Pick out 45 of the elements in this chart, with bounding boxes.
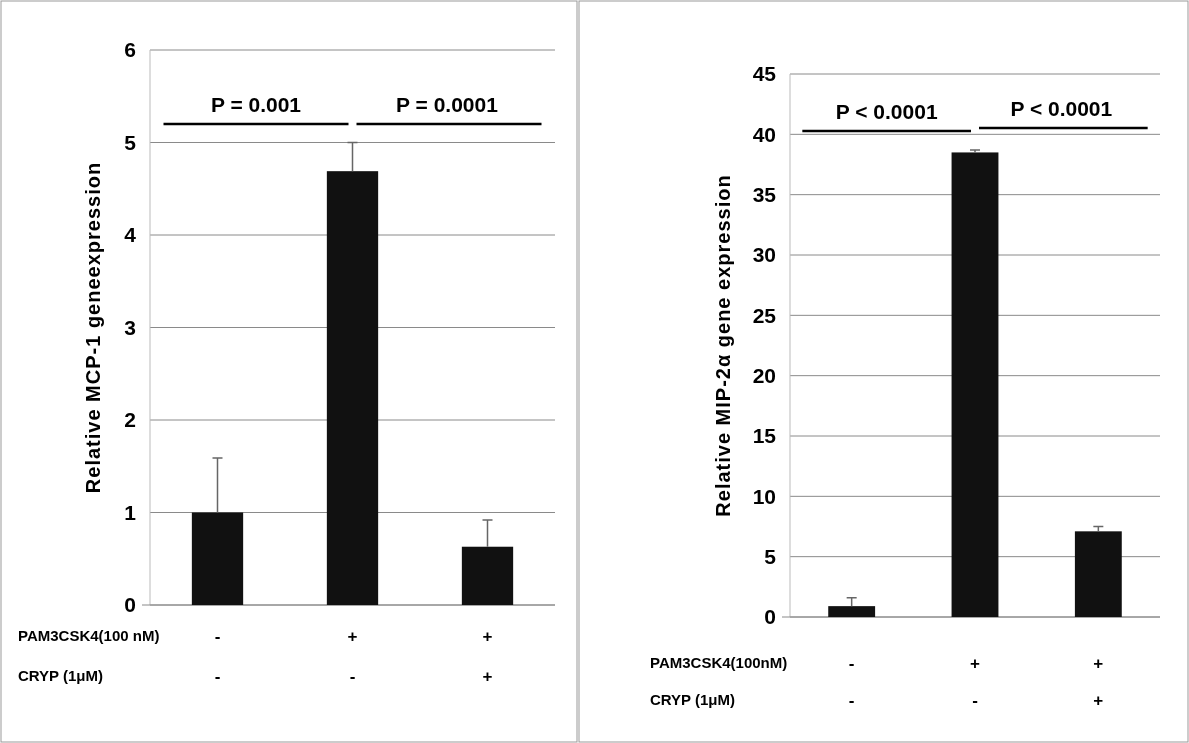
y-tick-label: 2 (124, 408, 136, 432)
y-tick-label: 5 (764, 545, 777, 569)
y-axis-title: Relative MIP-2α gene expression (712, 174, 734, 517)
text: + (1093, 690, 1104, 710)
bar (951, 152, 999, 617)
bar (461, 546, 514, 605)
x-tick-label: + (347, 626, 358, 646)
y-axis-title: Relative MCP-1 geneexpression (82, 161, 104, 494)
text: - (349, 666, 356, 686)
text: - (848, 690, 855, 710)
annotation: P = 0.0001 (396, 93, 499, 116)
y-tick-label: 3 (124, 315, 136, 339)
bar (191, 512, 244, 605)
text: PAM3CSK4(100nM) (650, 654, 788, 672)
y-tick-label: 35 (752, 183, 777, 207)
text: + (482, 666, 493, 686)
bar (828, 606, 876, 617)
y-tick-label: 15 (752, 424, 777, 448)
y-tick-label: 40 (752, 122, 776, 146)
text: CRYP (1μM) (650, 691, 736, 709)
y-tick-label: 10 (752, 484, 776, 508)
x-tick-label: + (970, 653, 981, 673)
y-tick-label: 4 (124, 223, 137, 247)
bar (1074, 531, 1122, 617)
text: - (972, 690, 978, 710)
y-tick-label: 5 (124, 130, 137, 154)
annotation: P = 0.001 (210, 93, 302, 116)
y-tick-label: 0 (764, 605, 776, 629)
x-tick-label: - (848, 653, 855, 673)
x-tick-label: + (482, 626, 493, 646)
y-tick-label: 1 (124, 500, 137, 524)
bar (326, 171, 379, 605)
x-tick-label: + (1093, 653, 1104, 673)
text: PAM3CSK4(100 nM) (18, 627, 160, 645)
y-tick-label: 30 (752, 243, 776, 267)
y-tick-label: 0 (124, 593, 136, 617)
y-tick-label: 25 (752, 303, 777, 327)
y-tick-label: 20 (752, 364, 776, 388)
x-tick-label: - (214, 626, 221, 646)
text: CRYP (1μM) (18, 667, 104, 685)
annotation: P < 0.0001 (1010, 97, 1113, 120)
text: - (214, 666, 221, 686)
y-tick-label: 45 (752, 62, 777, 86)
annotation: P < 0.0001 (835, 100, 938, 123)
y-tick-label: 6 (124, 38, 136, 62)
